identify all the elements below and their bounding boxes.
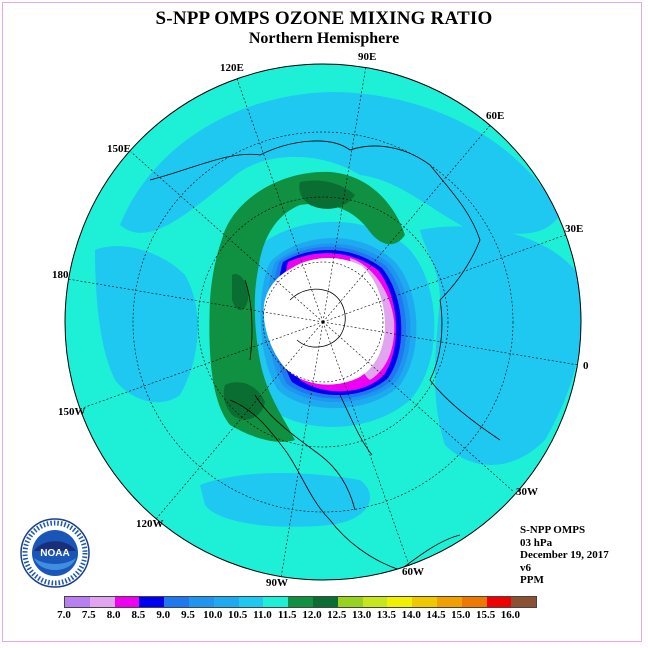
lon-label-30e: 30E [565, 223, 584, 235]
colorbar-swatch [461, 597, 487, 607]
colorbar [64, 596, 538, 608]
lon-label-120e: 120E [220, 62, 244, 74]
info-version: v6 [520, 561, 531, 574]
colorbar-swatch [263, 597, 289, 607]
info-units: PPM [520, 574, 544, 586]
lon-label-150e: 150E [107, 143, 131, 155]
lon-label-150w: 150W [58, 406, 86, 418]
colorbar-swatch [188, 597, 214, 607]
noaa-logo: NOAA [20, 518, 90, 588]
colorbar-tick-label: 14.5 [426, 609, 446, 621]
colorbar-tick-label: 13.5 [376, 609, 397, 621]
colorbar-swatch [337, 597, 363, 607]
lon-label-120w: 120W [136, 518, 164, 530]
colorbar-tick-labels: 7.0 7.5 8.0 8.5 9.0 9.5 10.0 10.5 11.0 11.5 12.0 12… [0, 609, 648, 623]
colorbar-tick-label: 16.0 [500, 609, 521, 621]
field-lightblue-pacific [95, 246, 198, 403]
info-instrument: S-NPP OMPS [520, 524, 586, 536]
colorbar-tick-label: 7.0 [57, 609, 71, 621]
field-lightblue-atlantic [420, 226, 581, 465]
colorbar-tick-label: 8.5 [131, 609, 146, 621]
map-title: S-NPP OMPS OZONE MIXING RATIO [155, 8, 493, 29]
colorbar-swatch [362, 597, 388, 607]
field-green-ring [209, 171, 405, 442]
colorbar-swatch [89, 597, 115, 607]
field-darkgreen-3 [223, 382, 265, 420]
lon-label-90w: 90W [266, 577, 288, 589]
colorbar-tick-label: 14.0 [401, 609, 421, 621]
colorbar-tick-label: 11.0 [253, 609, 272, 621]
colorbar-tick-label: 10.0 [203, 609, 223, 621]
colorbar-swatch [288, 597, 313, 607]
colorbar-tick-label: 9.0 [156, 609, 171, 621]
field-lightblue-south [200, 473, 370, 527]
colorbar-swatch [436, 597, 462, 607]
colorbar-swatch [213, 597, 239, 607]
colorbar-tick-label: 13.0 [351, 609, 372, 621]
colorbar-swatch [412, 597, 437, 607]
lon-label-0: 0 [583, 360, 589, 372]
colorbar-tick-label: 11.5 [277, 609, 297, 621]
colorbar-swatch [114, 597, 140, 607]
info-block: S-NPP OMPS 03 hPa December 19, 2017 v6 P… [520, 524, 609, 587]
colorbar-tick-label: 7.5 [81, 609, 96, 621]
lon-label-30w: 30W [516, 486, 538, 498]
map-subtitle: Northern Hemisphere [248, 30, 400, 47]
colorbar-tick-label: 15.0 [451, 609, 471, 621]
colorbar-swatch [511, 597, 537, 607]
colorbar-swatch [238, 597, 264, 607]
lon-label-60e: 60E [486, 110, 505, 122]
field-darkgreen-2 [232, 274, 249, 311]
info-level: 03 hPa [520, 536, 553, 549]
colorbar-tick-label: 10.5 [227, 609, 248, 621]
colorbar-tick-label: 15.5 [475, 609, 496, 621]
figure-frame [2, 2, 642, 642]
colorbar-tick-label: 12.5 [327, 609, 347, 621]
graticule [65, 65, 581, 579]
map-boundary [64, 63, 582, 581]
colorbar-swatch [312, 597, 338, 607]
lon-label-60w: 60W [402, 566, 424, 578]
colorbar-tick-label: 8.0 [106, 609, 121, 621]
colorbar-tick-label: 12.0 [302, 609, 322, 621]
info-date: December 19, 2017 [520, 549, 609, 561]
lon-label-180: 180 [52, 269, 69, 281]
field-lightblue-north [120, 92, 560, 234]
field-darkgreen-1 [299, 180, 355, 209]
colorbar-swatch [486, 597, 512, 607]
lon-label-90e: 90E [358, 51, 377, 63]
colorbar-swatch [139, 597, 165, 607]
noaa-logo-text: NOAA [40, 548, 69, 559]
colorbar-swatch [65, 597, 90, 607]
colorbar-swatch [387, 597, 413, 607]
colorbar-tick-label: 9.5 [181, 609, 195, 621]
colorbar-swatch [164, 597, 189, 607]
